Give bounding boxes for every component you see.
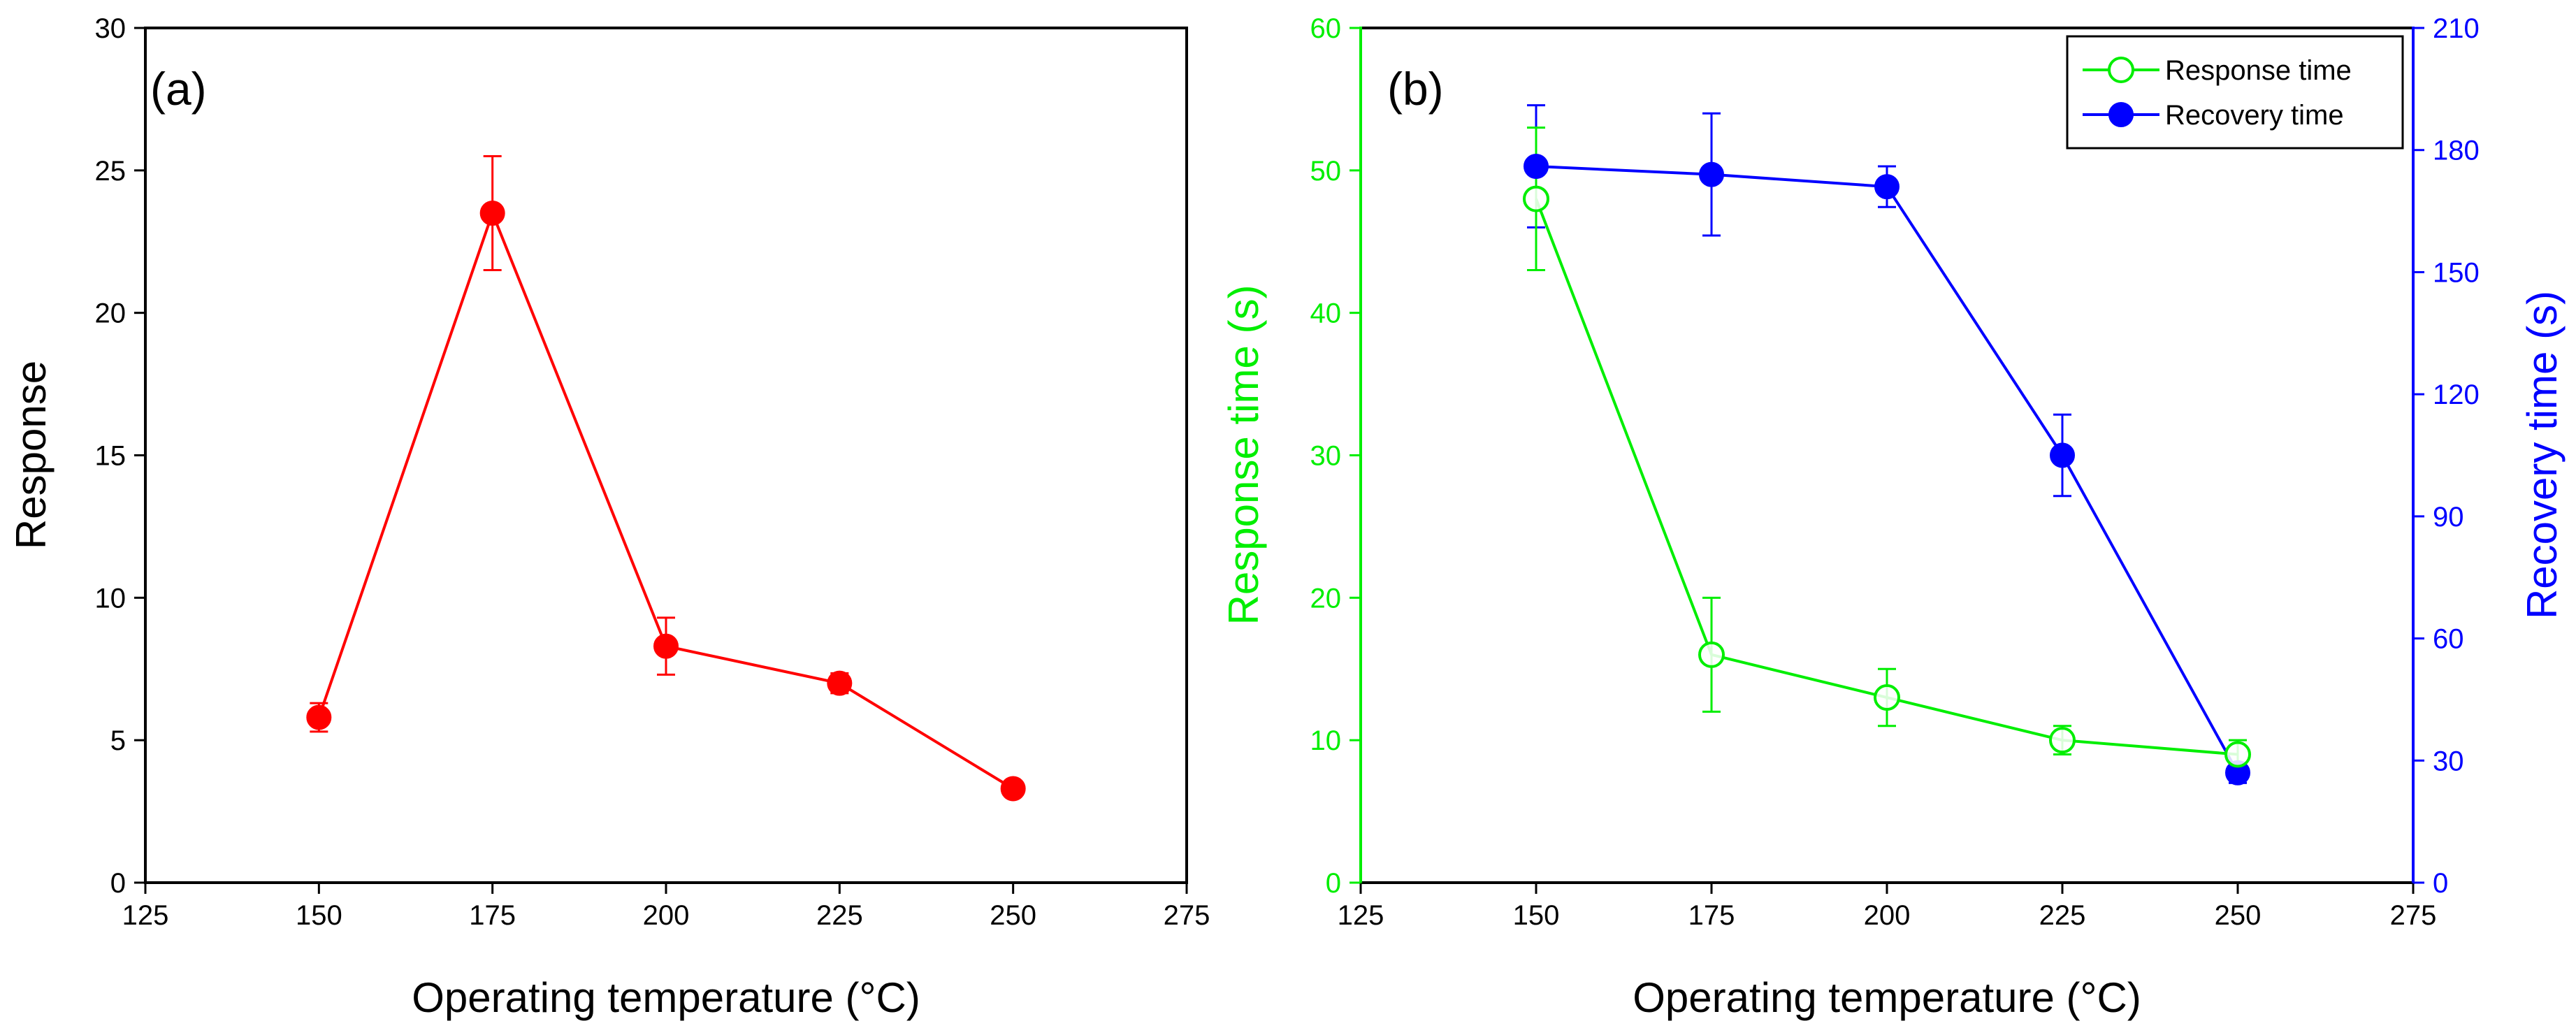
- right-y-tick-label-b: 60: [2433, 624, 2464, 655]
- x-tick-label-b: 275: [2390, 900, 2437, 931]
- y-tick-label-a: 25: [95, 156, 126, 187]
- data-point-recovery-time: [1524, 154, 1549, 180]
- data-point-response: [827, 670, 853, 696]
- x-tick-label-a: 250: [990, 900, 1036, 931]
- right-y-axis-ticks-b: 0 30 60 90 120 150 180 210: [2413, 13, 2480, 899]
- x-tick-label-a: 275: [1164, 900, 1210, 931]
- series-line-response: [317, 209, 1014, 790]
- data-point-response-time: [1698, 641, 1725, 668]
- right-y-tick-label-b: 0: [2433, 868, 2448, 899]
- x-tick-label-b: 125: [1338, 900, 1384, 931]
- legend-label-recovery-time: Recovery time: [2165, 100, 2344, 131]
- x-axis-ticks-a: 125 150 175 200 225 250 275: [122, 883, 1210, 931]
- panel-label-b: (b): [1387, 63, 1444, 115]
- right-y-tick-label-b: 180: [2433, 136, 2480, 166]
- data-point-recovery-time: [2050, 442, 2075, 468]
- right-y-tick-label-b: 210: [2433, 13, 2480, 44]
- x-tick-label-a: 225: [816, 900, 863, 931]
- y-axis-ticks-a: 0 5 10 15 20 25 30: [95, 13, 145, 899]
- x-tick-label-b: 175: [1688, 900, 1735, 931]
- legend-marker-response-time: [2108, 57, 2134, 83]
- series-group-b: [1523, 104, 2251, 786]
- legend-box: [2066, 35, 2404, 150]
- legend-entry-recovery-time: Recovery time: [2083, 100, 2344, 131]
- x-tick-label-b: 150: [1513, 900, 1560, 931]
- data-point-response-time: [2224, 741, 2251, 768]
- left-y-tick-label-b: 0: [1326, 868, 1341, 899]
- legend-entry-response-time: Response time: [2083, 55, 2352, 86]
- left-y-axis-ticks-b: 0 10 20 30 40 50 60: [1310, 13, 1361, 899]
- y-tick-label-a: 20: [95, 298, 126, 329]
- x-tick-label-b: 200: [1864, 900, 1911, 931]
- right-y-tick-label-b: 150: [2433, 257, 2480, 288]
- y-tick-label-a: 5: [110, 725, 126, 756]
- left-y-tick-label-b: 30: [1310, 441, 1342, 472]
- y-tick-label-a: 0: [110, 868, 126, 899]
- left-y-tick-label-b: 50: [1310, 156, 1342, 187]
- right-y-tick-label-b: 90: [2433, 502, 2464, 533]
- legend-marker-recovery-time: [2108, 102, 2134, 127]
- x-tick-label-a: 175: [469, 900, 516, 931]
- data-point-recovery-time: [1874, 174, 1900, 200]
- data-point-response-time: [1523, 185, 1549, 212]
- legend-b: Response time Recovery time: [2066, 35, 2404, 150]
- data-point-response: [1000, 776, 1026, 802]
- left-y-tick-label-b: 20: [1310, 583, 1342, 614]
- left-y-axis-title-b: Response time (s): [1220, 285, 1267, 625]
- left-y-tick-label-b: 10: [1310, 725, 1342, 756]
- data-point-response: [653, 633, 679, 659]
- panel-label-a: (a): [150, 63, 207, 115]
- x-tick-label-a: 125: [122, 900, 169, 931]
- x-axis-title-b: Operating temperature (°C): [1633, 974, 2141, 1021]
- left-y-tick-label-b: 40: [1310, 298, 1342, 329]
- right-y-tick-label-b: 120: [2433, 379, 2480, 410]
- data-point-response-time: [1874, 684, 1900, 711]
- data-point-recovery-time: [1699, 161, 1724, 187]
- x-tick-label-a: 200: [643, 900, 690, 931]
- x-axis-title-a: Operating temperature (°C): [412, 974, 920, 1021]
- panel-b: 125 150 175 200 225 250 275 0 10 20 30 40 50 60 0 30 6…: [1220, 13, 2566, 1021]
- y-tick-label-a: 15: [95, 441, 126, 472]
- x-tick-label-a: 150: [296, 900, 342, 931]
- x-tick-label-b: 250: [2215, 900, 2262, 931]
- x-tick-label-b: 225: [2039, 900, 2086, 931]
- x-axis-ticks-b: 125 150 175 200 225 250 275: [1338, 883, 2437, 931]
- data-point-response-time: [2049, 727, 2076, 754]
- right-y-tick-label-b: 30: [2433, 746, 2464, 776]
- left-y-tick-label-b: 60: [1310, 13, 1342, 44]
- data-point-response: [479, 200, 505, 226]
- data-point-response: [306, 704, 332, 730]
- right-y-axis-title-b: Recovery time (s): [2519, 291, 2566, 619]
- series-group-a: [306, 154, 1026, 802]
- panel-a: 125 150 175 200 225 250 275 0 5 10 15 20 25 30 (a) O…: [8, 13, 1210, 1021]
- y-tick-label-a: 10: [95, 583, 126, 614]
- plot-frame-a: [144, 27, 1188, 884]
- y-axis-title-a: Response: [8, 361, 55, 549]
- y-tick-label-a: 30: [95, 13, 126, 44]
- legend-label-response-time: Response time: [2165, 55, 2352, 86]
